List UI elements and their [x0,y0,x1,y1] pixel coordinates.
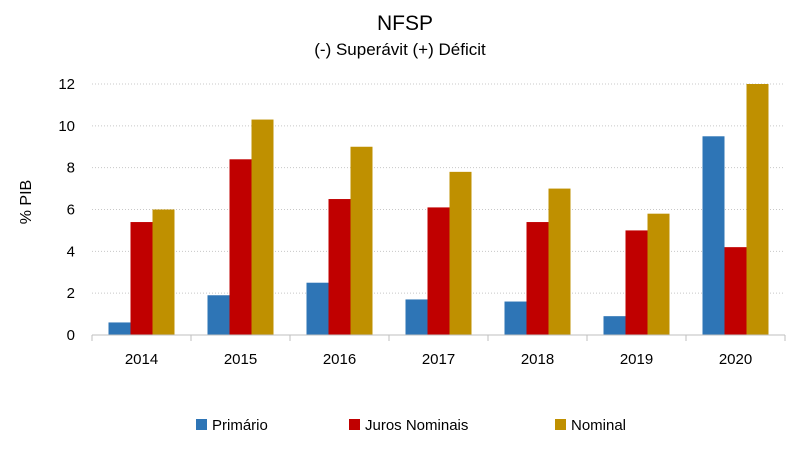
bar-primário-2020 [702,136,725,335]
bar-juros-nominais-2020 [724,247,747,335]
legend: Primário Juros Nominais Nominal [196,417,626,434]
y-axis-label: % PIB [18,180,35,224]
bar-juros-nominais-2018 [526,222,549,335]
bar-primário-2016 [306,282,329,335]
y-axis-ticks: 0 2 4 6 8 10 12 [58,76,75,344]
bar-nominal-2015 [251,119,274,335]
bar-primário-2017 [405,299,428,335]
bar-juros-nominais-2019 [625,230,648,335]
x-tick-label: 2020 [719,351,752,368]
y-tick-label: 8 [67,160,75,177]
x-tick-label: 2015 [224,351,257,368]
bar-juros-nominais-2016 [328,199,351,335]
y-tick-label: 2 [67,285,75,302]
x-tick-label: 2016 [323,351,356,368]
y-tick-label: 12 [58,76,75,93]
chart-title: NFSP [377,12,433,35]
bar-nominal-2019 [647,213,670,335]
legend-swatch [196,419,207,430]
x-tick-label: 2019 [620,351,653,368]
chart-subtitle: (-) Superávit (+) Déficit [314,40,486,59]
bar-nominal-2018 [548,188,571,335]
bar-primário-2014 [108,322,131,335]
bar-nominal-2016 [350,146,373,335]
x-tick-label: 2017 [422,351,455,368]
legend-label: Primário [212,417,268,434]
bars [108,84,769,335]
bar-juros-nominais-2015 [229,159,252,335]
legend-label: Juros Nominais [365,417,468,434]
x-tick-label: 2014 [125,351,158,368]
bar-nominal-2014 [152,209,175,335]
legend-swatch [555,419,566,430]
legend-label: Nominal [571,417,626,434]
bar-nominal-2017 [449,171,472,335]
y-tick-label: 6 [67,202,75,219]
bar-nominal-2020 [746,84,769,335]
x-axis: 2014 2015 2016 2017 2018 2019 2020 [91,334,786,368]
y-tick-label: 10 [58,118,75,135]
y-tick-label: 4 [67,243,75,260]
legend-swatch [349,419,360,430]
bar-juros-nominais-2014 [130,222,153,335]
bar-primário-2018 [504,301,527,335]
y-tick-label: 0 [67,327,75,344]
bar-primário-2019 [603,316,626,335]
bar-juros-nominais-2017 [427,207,450,335]
bar-primário-2015 [207,295,230,335]
x-tick-label: 2018 [521,351,554,368]
